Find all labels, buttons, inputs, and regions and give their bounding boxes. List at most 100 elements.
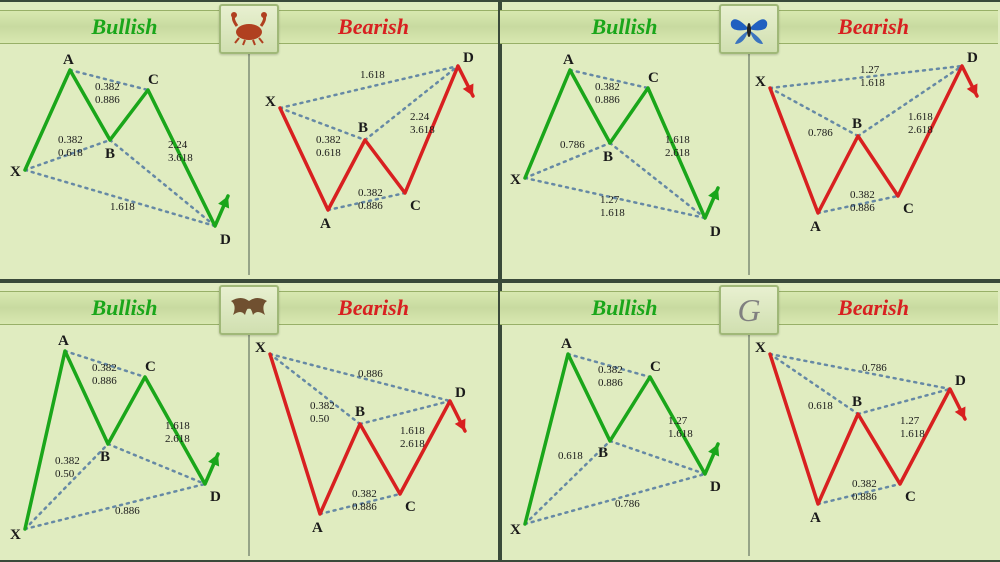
ratio-label: 0.886 <box>850 202 875 214</box>
point-label-X: X <box>265 94 276 110</box>
ratio-label: 0.382 <box>95 81 120 93</box>
point-label-C: C <box>148 72 159 88</box>
bullish-title: Bullish <box>0 14 249 40</box>
panel-crab: Bullish Bearish XABCD0.3820.8860.3820.61… <box>0 0 498 279</box>
panel-butterfly: Bullish Bearish XABCD0.3820.8860.7861.61… <box>500 0 998 279</box>
point-label-D: D <box>710 224 721 240</box>
ratio-label: 1.27 <box>600 194 620 206</box>
ratio-label: 1.618 <box>908 111 933 123</box>
panel-gartley: Bullish Bearish G XABCD0.3820.8860.6181.… <box>500 281 998 560</box>
butterfly-icon <box>719 4 779 54</box>
ratio-label: 0.886 <box>358 368 383 380</box>
point-label-A: A <box>63 52 74 68</box>
ratio-label: 0.886 <box>358 200 383 212</box>
bearish-title: Bearish <box>749 295 998 321</box>
ratio-label: 2.618 <box>908 124 933 136</box>
ratio-label: 0.382 <box>58 134 83 146</box>
point-label-D: D <box>455 385 466 401</box>
ratio-label: 1.618 <box>668 428 693 440</box>
ratio-label: 0.382 <box>92 362 117 374</box>
ratio-label: 1.618 <box>165 420 190 432</box>
point-label-C: C <box>648 70 659 86</box>
ratio-label: 0.382 <box>850 189 875 201</box>
ratio-label: 1.618 <box>600 207 625 219</box>
ratio-label: 0.886 <box>92 375 117 387</box>
ratio-label: 1.618 <box>665 134 690 146</box>
ratio-label: 2.618 <box>665 147 690 159</box>
ratio-label: 0.786 <box>808 127 833 139</box>
ratio-label: 3.618 <box>410 124 435 136</box>
point-label-X: X <box>510 172 521 188</box>
ratio-label: 1.27 <box>900 415 920 427</box>
point-label-X: X <box>10 164 21 180</box>
point-label-C: C <box>410 198 421 214</box>
point-label-A: A <box>320 216 331 232</box>
ratio-label: 1.618 <box>860 77 885 89</box>
ratio-label: 0.50 <box>55 468 75 480</box>
ratio-label: 0.382 <box>55 455 80 467</box>
ratio-label: 0.886 <box>115 505 140 517</box>
panel-bat: Bullish Bearish XABCD0.3820.8860.3820.50… <box>0 281 498 560</box>
bearish-title: Bearish <box>749 14 998 40</box>
point-label-B: B <box>852 116 862 132</box>
point-label-X: X <box>255 340 266 356</box>
pattern-grid: Bullish Bearish XABCD0.3820.8860.3820.61… <box>0 0 1000 562</box>
point-label-D: D <box>710 479 721 495</box>
point-label-X: X <box>755 340 766 356</box>
point-label-C: C <box>145 359 156 375</box>
point-label-C: C <box>903 201 914 217</box>
point-label-C: C <box>405 499 416 515</box>
point-label-A: A <box>312 520 323 536</box>
ratio-label: 1.618 <box>400 425 425 437</box>
ratio-label: 0.886 <box>852 491 877 503</box>
bullish-title: Bullish <box>500 14 749 40</box>
point-label-B: B <box>598 445 608 461</box>
center-divider <box>748 50 750 275</box>
point-label-B: B <box>852 394 862 410</box>
ratio-label: 2.618 <box>400 438 425 450</box>
ratio-label: 0.382 <box>598 364 623 376</box>
point-label-A: A <box>561 336 572 352</box>
point-label-A: A <box>563 52 574 68</box>
ratio-label: 2.618 <box>165 433 190 445</box>
ratio-label: 0.786 <box>862 362 887 374</box>
point-label-D: D <box>210 489 221 505</box>
point-label-A: A <box>58 333 69 349</box>
ratio-label: 0.382 <box>595 81 620 93</box>
point-label-C: C <box>650 359 661 375</box>
ratio-label: 0.382 <box>358 187 383 199</box>
point-label-X: X <box>10 527 21 543</box>
point-label-D: D <box>463 50 474 66</box>
point-label-X: X <box>755 74 766 90</box>
point-label-B: B <box>358 120 368 136</box>
ratio-label: 0.618 <box>808 400 833 412</box>
point-label-C: C <box>905 489 916 505</box>
bat-icon <box>219 285 279 335</box>
bearish-title: Bearish <box>249 295 498 321</box>
ratio-label: 2.24 <box>168 139 188 151</box>
ratio-label: 0.382 <box>852 478 877 490</box>
center-divider <box>248 331 250 556</box>
crab-icon <box>219 4 279 54</box>
ratio-label: 1.618 <box>900 428 925 440</box>
ratio-label: 0.886 <box>595 94 620 106</box>
point-label-D: D <box>967 50 978 66</box>
point-label-D: D <box>220 232 231 248</box>
ratio-label: 0.382 <box>310 400 335 412</box>
point-label-B: B <box>105 146 115 162</box>
ratio-label: 0.786 <box>560 139 585 151</box>
ratio-label: 3.618 <box>168 152 193 164</box>
point-label-B: B <box>603 149 613 165</box>
ratio-label: 1.27 <box>668 415 688 427</box>
ratio-label: 1.618 <box>360 69 385 81</box>
bullish-title: Bullish <box>0 295 249 321</box>
bearish-title: Bearish <box>249 14 498 40</box>
ratio-label: 0.886 <box>95 94 120 106</box>
ratio-label: 0.618 <box>58 147 83 159</box>
point-label-D: D <box>955 373 966 389</box>
ratio-label: 1.618 <box>110 201 135 213</box>
point-label-B: B <box>100 449 110 465</box>
ratio-label: 0.382 <box>352 488 377 500</box>
point-label-X: X <box>510 522 521 538</box>
ratio-label: 0.618 <box>316 147 341 159</box>
